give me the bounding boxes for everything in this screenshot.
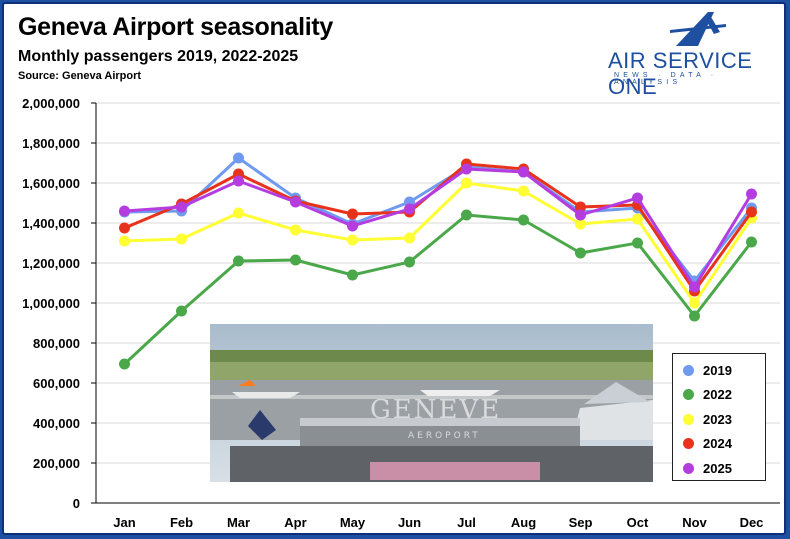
series-2023 bbox=[119, 177, 757, 309]
y-tick-label: 400,000 bbox=[33, 416, 80, 431]
legend-marker bbox=[683, 389, 694, 400]
data-point bbox=[518, 166, 529, 178]
data-point bbox=[119, 205, 130, 217]
legend-label: 2019 bbox=[703, 362, 732, 378]
legend-item: 2024 bbox=[683, 434, 732, 454]
data-point bbox=[404, 232, 415, 244]
chart-series bbox=[119, 152, 757, 370]
data-point bbox=[518, 214, 529, 226]
chart-source: Source: Geneva Airport bbox=[18, 70, 142, 82]
data-point bbox=[575, 209, 586, 221]
series-line bbox=[124, 181, 753, 305]
legend-item: 2019 bbox=[683, 360, 732, 380]
stylized-a-airplane-logo-icon bbox=[670, 12, 726, 46]
brand-name: AIR SERVICE ONE bbox=[608, 48, 753, 99]
data-point bbox=[347, 269, 358, 281]
data-point bbox=[347, 220, 358, 232]
x-tick-label: Jan bbox=[113, 515, 135, 530]
photo-sign-text: GENEVE bbox=[370, 395, 501, 425]
data-point bbox=[347, 208, 358, 220]
data-point bbox=[119, 358, 130, 370]
legend-marker bbox=[683, 462, 694, 474]
data-point bbox=[575, 201, 586, 213]
photo-sign-subtext: AEROPORT bbox=[408, 431, 481, 441]
data-point bbox=[176, 233, 187, 245]
legend-label: 2023 bbox=[703, 411, 732, 427]
legend-marker bbox=[683, 413, 694, 425]
brand-tagline: NEWS · DATA · ANALYSIS bbox=[614, 72, 718, 86]
data-point bbox=[233, 207, 244, 219]
x-tick-label: Oct bbox=[627, 515, 649, 530]
data-point bbox=[290, 254, 301, 266]
y-tick-label: 1,400,000 bbox=[22, 216, 80, 231]
data-point bbox=[233, 175, 244, 187]
x-tick-label: Aug bbox=[511, 515, 536, 530]
y-tick-label: 2,000,000 bbox=[22, 96, 80, 111]
series-2022 bbox=[119, 209, 757, 370]
data-point bbox=[689, 281, 700, 293]
data-point bbox=[461, 163, 472, 175]
series-line bbox=[124, 167, 753, 289]
data-point bbox=[119, 235, 130, 247]
y-tick-label: 800,000 bbox=[33, 336, 80, 351]
y-tick-label: 1,000,000 bbox=[22, 296, 80, 311]
x-tick-label: Dec bbox=[740, 515, 764, 530]
y-tick-label: 1,200,000 bbox=[22, 256, 80, 271]
data-point bbox=[518, 185, 529, 197]
data-point bbox=[632, 213, 643, 225]
data-point bbox=[347, 234, 358, 246]
legend-label: 2022 bbox=[703, 387, 732, 402]
x-tick-label: May bbox=[340, 515, 366, 530]
data-point bbox=[404, 203, 415, 215]
chart-axes: 0 200,000 400,000 600,000 800,000 1,000,000 1,… bbox=[22, 96, 780, 530]
data-point bbox=[575, 218, 586, 230]
data-point bbox=[119, 222, 130, 234]
x-tick-label: Jun bbox=[398, 515, 421, 530]
series-2025 bbox=[119, 163, 757, 293]
data-point bbox=[632, 237, 643, 249]
data-point bbox=[746, 188, 757, 200]
chart-subtitle: Monthly passengers 2019, 2022-2025 bbox=[18, 48, 299, 65]
y-tick-label: 0 bbox=[73, 496, 80, 511]
x-tick-label: Sep bbox=[569, 515, 593, 530]
data-point bbox=[746, 236, 757, 248]
data-point bbox=[233, 152, 244, 164]
data-point bbox=[233, 255, 244, 267]
legend-label: 2024 bbox=[703, 436, 732, 451]
data-point bbox=[632, 192, 643, 204]
legend-item: 2022 bbox=[683, 385, 732, 405]
data-point bbox=[575, 247, 586, 259]
data-point bbox=[404, 256, 415, 268]
y-tick-label: 1,600,000 bbox=[22, 176, 80, 191]
legend-marker bbox=[683, 364, 694, 376]
data-point bbox=[689, 310, 700, 322]
x-tick-label: Feb bbox=[170, 515, 193, 530]
x-tick-label: Jul bbox=[457, 515, 476, 530]
y-tick-label: 200,000 bbox=[33, 456, 80, 471]
legend-marker bbox=[683, 438, 694, 449]
x-tick-label: Mar bbox=[227, 515, 250, 530]
data-point bbox=[290, 196, 301, 208]
data-point bbox=[176, 305, 187, 317]
data-point bbox=[689, 297, 700, 309]
airport-photo: GENEVE AEROPORT bbox=[210, 324, 653, 482]
series-2019 bbox=[119, 152, 757, 287]
chart-legend: 2019 2022 2023 2024 2025 bbox=[672, 353, 766, 481]
series-line bbox=[123, 213, 753, 366]
legend-label: 2025 bbox=[703, 460, 732, 476]
x-tick-label: Apr bbox=[284, 515, 306, 530]
y-tick-label: 600,000 bbox=[33, 376, 80, 391]
data-point bbox=[461, 209, 472, 221]
x-tick-label: Nov bbox=[682, 515, 707, 530]
data-point bbox=[461, 177, 472, 189]
legend-item: 2023 bbox=[683, 409, 732, 429]
data-point bbox=[746, 206, 757, 218]
y-tick-label: 1,800,000 bbox=[22, 136, 80, 151]
data-point bbox=[176, 201, 187, 213]
chart-title: Geneva Airport seasonality bbox=[18, 13, 334, 41]
legend-item: 2025 bbox=[683, 458, 732, 478]
data-point bbox=[290, 224, 301, 236]
